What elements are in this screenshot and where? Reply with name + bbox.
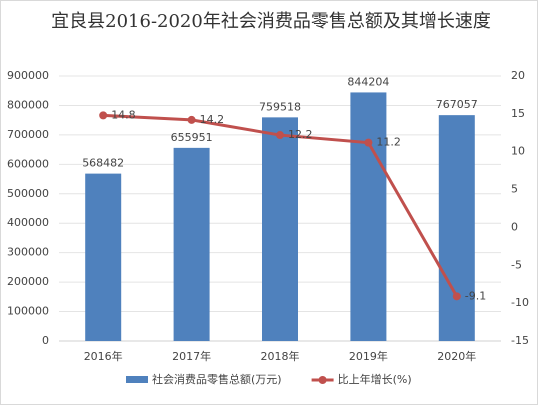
bar-value-label: 655951 [171,131,213,144]
line-value-label: 14.8 [111,108,136,121]
y2-tick-label: -15 [511,334,529,347]
bar [85,173,122,341]
x-tick-label: 2019年 [349,349,388,363]
y-tick-label: 100000 [7,305,49,318]
bar-value-label: 844204 [347,75,389,88]
line-value-label: 11.2 [376,136,401,149]
line-value-label: -9.1 [465,289,486,302]
y-tick-label: 700000 [7,128,49,141]
y2-tick-label: 0 [511,220,518,233]
x-tick-label: 2020年 [437,349,476,363]
y2-tick-label: -5 [511,258,522,271]
y-tick-label: 900000 [7,69,49,82]
y-tick-label: 800000 [7,98,49,111]
y2-tick-label: 20 [511,69,525,82]
bar [262,117,298,342]
bar-value-label: 759518 [259,100,301,113]
line-marker [276,131,284,140]
y-tick-label: 500000 [7,187,49,200]
chart-title: 宜良县2016-2020年社会消费品零售总额及其增长速度 [51,11,491,32]
line-value-label: 12.2 [288,128,313,141]
line-marker [364,138,373,147]
bar [173,147,210,341]
line-marker [452,292,461,301]
bar-value-label: 767057 [436,98,478,111]
legend-swatch [126,376,148,383]
bar [438,115,475,342]
bar [350,92,387,341]
legend-swatch [318,376,327,384]
y-tick-label: 300000 [7,246,49,259]
x-tick-label: 2018年 [261,349,300,363]
legend-label: 比上年增长(%) [338,372,412,386]
y-tick-label: 200000 [7,275,49,288]
x-tick-label: 2016年 [84,349,123,363]
line-value-label: 14.2 [200,113,225,126]
legend-label: 社会消费品零售总额(万元) [152,372,282,386]
line-marker [99,111,108,120]
y2-tick-label: -10 [511,296,529,309]
line-marker [187,115,196,124]
y2-tick-label: 10 [511,145,525,158]
bar-value-label: 568482 [82,157,124,170]
x-tick-label: 2017年 [172,349,211,363]
y2-tick-label: 15 [511,107,525,120]
y-tick-label: 600000 [7,157,49,170]
y-tick-label: 400000 [7,216,49,229]
y2-tick-label: 5 [511,183,518,196]
y-tick-label: 0 [42,334,49,347]
